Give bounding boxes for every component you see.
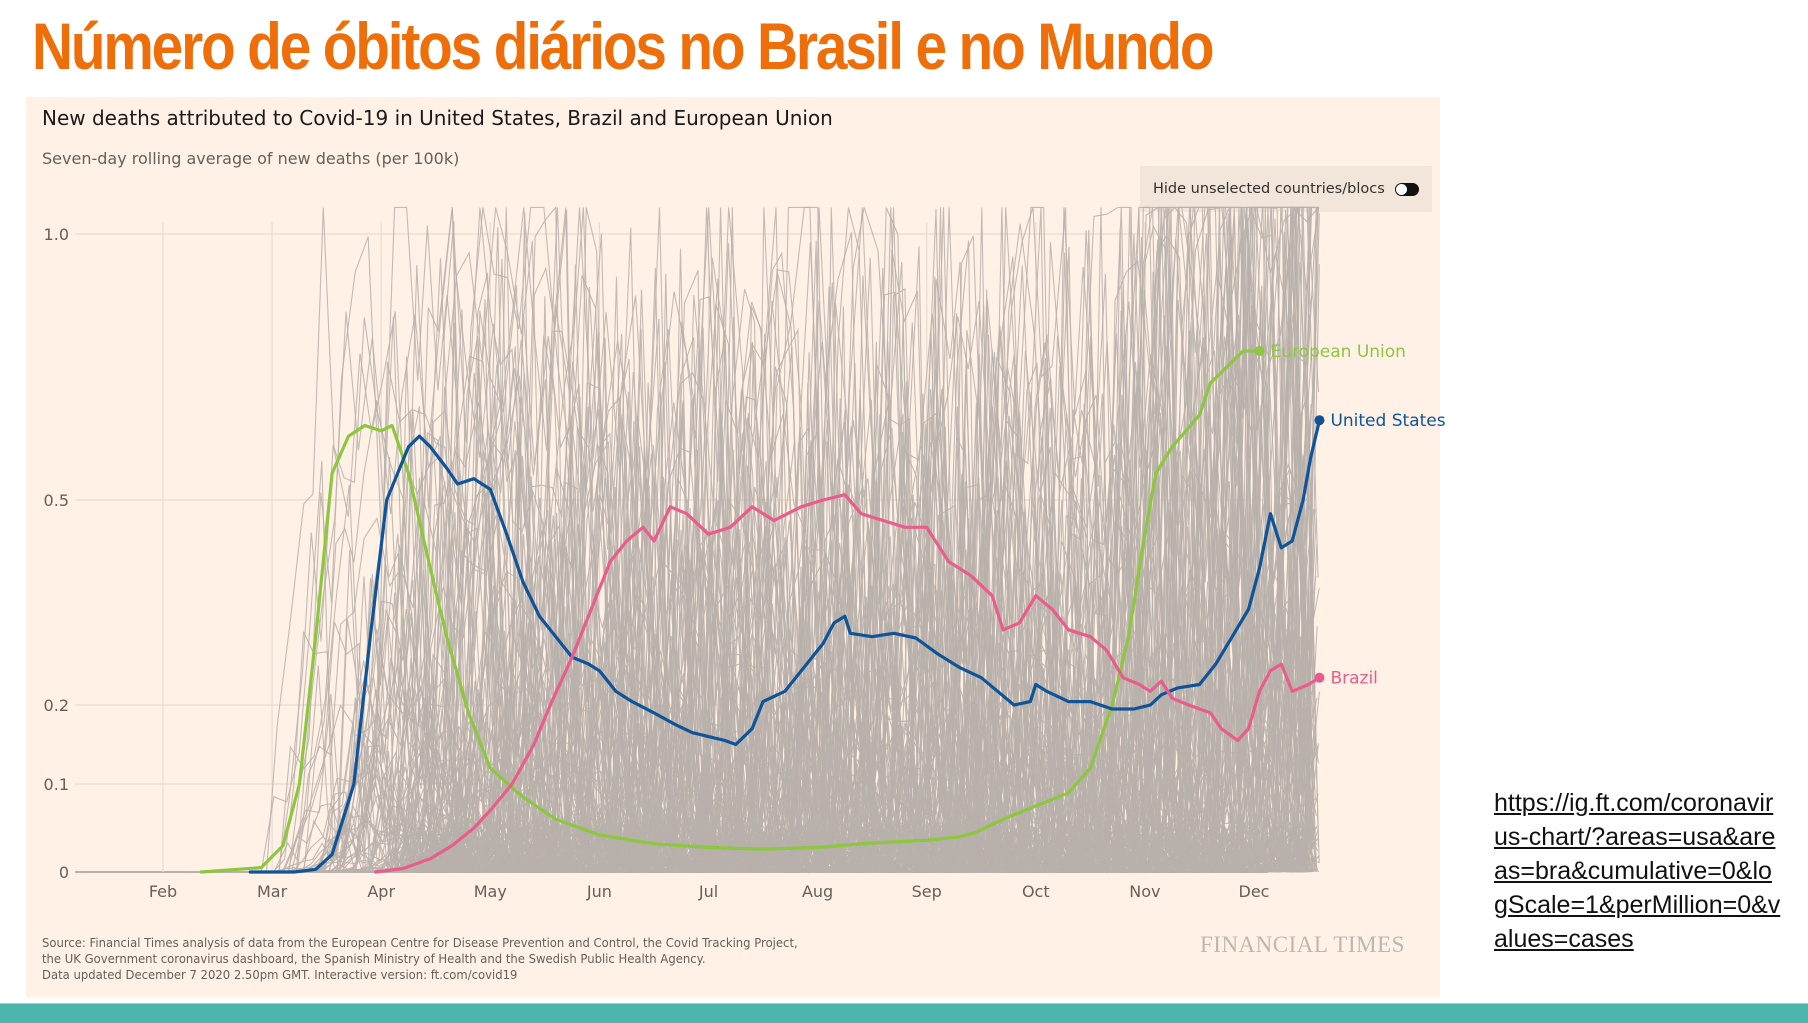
x-tick-label: Oct: [1022, 882, 1050, 901]
series-line-united-states: [248, 418, 1322, 874]
source-line: Source: Financial Times analysis of data…: [42, 935, 798, 950]
y-tick-label: 0.5: [44, 491, 69, 510]
series-end-label: Brazil: [1330, 669, 1377, 689]
series-end-label: United States: [1330, 411, 1445, 431]
background-country-line: [404, 818, 1317, 873]
background-country-line: [430, 818, 1315, 873]
slide-title: Número de óbitos diários no Brasil e no …: [32, 9, 1215, 83]
background-country-line: [430, 818, 1314, 874]
background-country-line: [332, 206, 1320, 873]
background-country-line: [357, 205, 1315, 873]
toggle-switch-icon[interactable]: [1394, 182, 1419, 196]
x-tick-label: Nov: [1129, 882, 1160, 901]
background-country-line: [422, 824, 1315, 874]
source-line: the UK Government coronavirus dashboard,…: [42, 951, 706, 966]
background-country-line: [336, 299, 1311, 873]
background-country-line: [413, 818, 1308, 873]
background-country-line: [281, 483, 1320, 874]
series-line-european-union: [199, 349, 1262, 874]
x-tick-label: Jul: [698, 882, 718, 901]
background-country-line: [436, 819, 1319, 873]
background-country-line: [301, 207, 1319, 873]
y-tick-label: 0.2: [44, 696, 69, 715]
series-end-dot: [1314, 415, 1325, 426]
x-tick-label: Jun: [586, 882, 612, 901]
axis-labels: 0 0.1 0.2 0.5 1.0 Feb Mar Apr May Jun Jul Aug Sep Oct…: [44, 225, 1270, 901]
background-country-line: [382, 474, 1311, 874]
background-country-line: [335, 206, 1313, 873]
y-tick-label: 0.1: [44, 775, 69, 794]
x-tick-label: Sep: [912, 882, 942, 901]
background-country-line: [302, 206, 1318, 873]
background-country-line: [288, 206, 1315, 873]
hide-unselected-toggle[interactable]: Hide unselected countries/blocs: [1140, 166, 1432, 212]
x-tick-label: Apr: [367, 882, 395, 901]
background-country-line: [422, 818, 1308, 874]
x-tick-label: Mar: [257, 882, 288, 901]
y-tick-label: 0: [59, 863, 69, 882]
x-tick-label: Dec: [1239, 882, 1270, 901]
source-note: Source: Financial Times analysis of data…: [42, 935, 798, 983]
background-country-line: [408, 817, 1311, 873]
toggle-label: Hide unselected countries/blocs: [1153, 181, 1385, 197]
series-end-dot: [1314, 672, 1325, 683]
financial-times-logo: FINANCIAL TIMES: [1200, 932, 1405, 957]
toggle-knob: [1395, 183, 1407, 195]
series-end-label: European Union: [1270, 342, 1406, 362]
series-lines: European Union United States Brazil: [199, 342, 1446, 874]
background-country-lines: [260, 205, 1320, 875]
background-country-line: [396, 818, 1311, 874]
source-line: Data updated December 7 2020 2.50pm GMT.…: [42, 967, 518, 982]
background-country-line: [355, 207, 1319, 874]
background-country-line: [328, 583, 1317, 874]
background-country-line: [390, 416, 1318, 873]
background-country-line: [433, 817, 1307, 874]
series-line-brazil: [374, 493, 1322, 874]
source-link[interactable]: https://ig.ft.com/coronavirus-chart/?are…: [1494, 789, 1781, 953]
footer-bar: [0, 1003, 1808, 1023]
series-end-dot: [1254, 346, 1265, 357]
chart-title: New deaths attributed to Covid-19 in Uni…: [42, 106, 833, 130]
chart-subtitle: Seven-day rolling average of new deaths …: [42, 149, 460, 168]
x-tick-label: Feb: [149, 882, 177, 901]
y-tick-label: 1.0: [44, 225, 69, 244]
x-tick-label: May: [474, 882, 507, 901]
x-tick-label: Aug: [802, 882, 833, 901]
